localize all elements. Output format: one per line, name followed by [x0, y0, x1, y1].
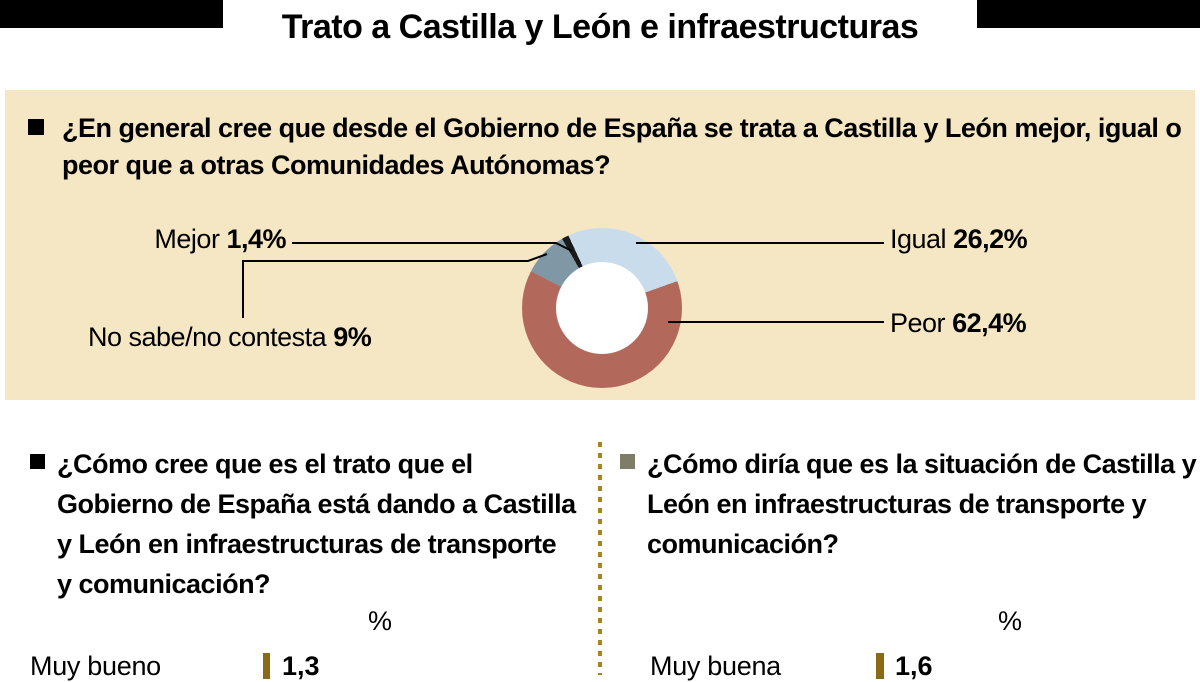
label-mejor-name: Mejor	[154, 224, 220, 254]
label-peor-value: 62,4%	[952, 308, 1027, 338]
top-right-black-bar	[977, 0, 1200, 28]
bar-category-label: Muy buena	[650, 651, 781, 681]
bar-value-label: 1,3	[282, 651, 320, 681]
donut-hole	[556, 262, 648, 354]
label-igual-name: Igual	[890, 224, 947, 254]
label-mejor-value: 1,4%	[226, 224, 286, 254]
top-left-black-bar	[0, 0, 223, 28]
percent-unit-right: %	[998, 606, 1023, 636]
bullet-square-icon	[620, 454, 635, 469]
label-peor-name: Peor	[890, 308, 946, 338]
percent-unit-left: %	[368, 606, 393, 636]
page-title: Trato a Castilla y León e infraestructur…	[281, 8, 919, 46]
bar-mark	[876, 653, 884, 679]
bottom-left-question-text: ¿Cómo cree que es el trato que el Gobier…	[57, 449, 576, 599]
column-divider-dotted	[598, 442, 602, 675]
label-mejor: Mejor 1,4%	[90, 224, 286, 255]
bottom-left-question: ¿Cómo cree que es el trato que el Gobier…	[30, 444, 577, 604]
label-igual-value: 26,2%	[953, 224, 1028, 254]
label-no-sabe-name: No sabe/no contesta	[88, 322, 327, 352]
bar-category-label: Muy bueno	[30, 651, 161, 681]
bottom-right-question-text: ¿Cómo diría que es la situación de Casti…	[647, 449, 1197, 559]
donut-question: ¿En general cree que desde el Gobierno d…	[28, 110, 1187, 184]
bar-value-label: 1,6	[895, 651, 933, 681]
label-no-sabe-value: 9%	[333, 322, 372, 352]
bar-mark	[263, 653, 270, 679]
bullet-square-icon	[28, 119, 44, 135]
bottom-right-question: ¿Cómo diría que es la situación de Casti…	[620, 444, 1200, 564]
label-no-sabe: No sabe/no contesta 9%	[88, 322, 372, 353]
donut-question-text: ¿En general cree que desde el Gobierno d…	[62, 113, 1182, 180]
bullet-square-icon	[30, 454, 45, 469]
label-igual: Igual 26,2%	[890, 224, 1028, 255]
donut-chart	[522, 228, 682, 388]
label-peor: Peor 62,4%	[890, 308, 1027, 339]
